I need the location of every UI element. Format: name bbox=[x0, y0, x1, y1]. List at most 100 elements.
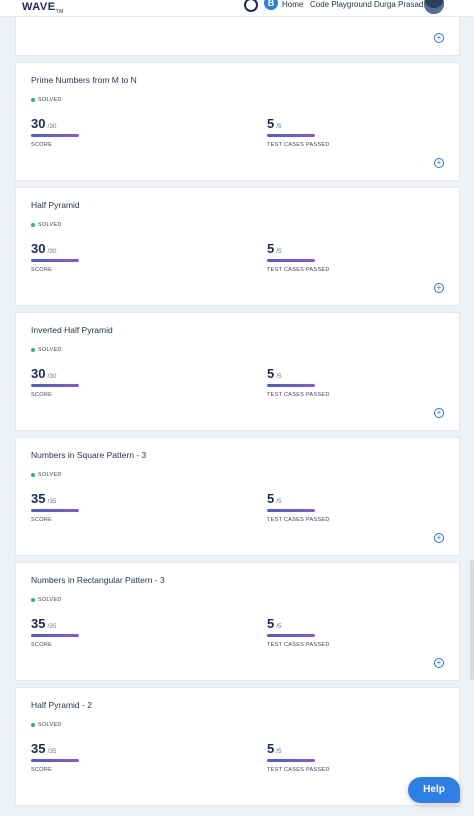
test-cases-value: 5 bbox=[267, 616, 275, 631]
score-progress-bar bbox=[31, 259, 79, 262]
test-cases-value: 5 bbox=[267, 491, 275, 506]
score-progress-bar bbox=[31, 634, 79, 637]
score-metric: 35/35 SCORE bbox=[31, 740, 79, 773]
score-label: SCORE bbox=[31, 767, 53, 773]
score-progress-bar bbox=[31, 759, 79, 762]
score-max: /30 bbox=[47, 123, 57, 130]
test-cases-label: TEST CASES PASSED bbox=[267, 392, 330, 398]
moon-icon[interactable] bbox=[244, 0, 258, 12]
top-navbar: WAVETM B Home Code Playground Durga Pras… bbox=[0, 0, 474, 17]
test-cases-max: /5 bbox=[276, 248, 282, 255]
test-cases-label: TEST CASES PASSED bbox=[267, 642, 330, 648]
expand-icon[interactable]: + bbox=[434, 283, 444, 293]
test-cases-metric: 5/5 TEST CASES PASSED bbox=[267, 740, 330, 773]
test-cases-max: /5 bbox=[276, 123, 282, 130]
score-label: SCORE bbox=[31, 392, 53, 398]
test-cases-metric: 5/5 TEST CASES PASSED bbox=[267, 240, 330, 273]
score-value: 30 bbox=[31, 366, 46, 381]
score-max: /30 bbox=[47, 248, 57, 255]
test-cases-label: TEST CASES PASSED bbox=[267, 142, 330, 148]
help-button[interactable]: Help bbox=[408, 777, 460, 803]
status-badge: SOLVED bbox=[31, 597, 62, 603]
test-cases-metric: 5/5 TEST CASES PASSED bbox=[267, 115, 330, 148]
problem-title[interactable]: Half Pyramid - 2 bbox=[31, 700, 92, 710]
score-metric: 35/35 SCORE bbox=[31, 615, 79, 648]
score-value: 35 bbox=[31, 491, 46, 506]
score-value: 35 bbox=[31, 741, 46, 756]
test-cases-max: /5 bbox=[276, 498, 282, 505]
avatar[interactable] bbox=[424, 0, 444, 14]
score-value: 35 bbox=[31, 616, 46, 631]
problem-card[interactable]: Prime Numbers from M to N SOLVED 30/30 S… bbox=[15, 62, 460, 181]
score-label: SCORE bbox=[31, 267, 53, 273]
score-progress-bar bbox=[31, 384, 79, 387]
score-progress-bar bbox=[31, 509, 79, 512]
problem-card[interactable]: Half Pyramid SOLVED 30/30 SCORE 5/5 TEST… bbox=[15, 187, 460, 306]
problem-title[interactable]: Inverted Half Pyramid bbox=[31, 325, 113, 335]
test-cases-metric: 5/5 TEST CASES PASSED bbox=[267, 365, 330, 398]
problem-title[interactable]: Numbers in Rectangular Pattern - 3 bbox=[31, 575, 165, 585]
test-cases-label: TEST CASES PASSED bbox=[267, 517, 330, 523]
test-cases-value: 5 bbox=[267, 116, 275, 131]
score-max: /35 bbox=[47, 623, 57, 630]
solved-dot-icon bbox=[31, 347, 35, 352]
score-label: SCORE bbox=[31, 142, 53, 148]
nav-user-name[interactable]: Durga Prasad bbox=[374, 0, 424, 9]
score-progress-bar bbox=[31, 134, 79, 137]
nav-home-link[interactable]: Home bbox=[282, 0, 304, 9]
score-max: /35 bbox=[47, 748, 57, 755]
test-cases-progress-bar bbox=[267, 384, 315, 387]
test-cases-label: TEST CASES PASSED bbox=[267, 767, 330, 773]
score-metric: 35/35 SCORE bbox=[31, 490, 79, 523]
test-cases-max: /5 bbox=[276, 373, 282, 380]
score-max: /35 bbox=[47, 498, 57, 505]
test-cases-progress-bar bbox=[267, 759, 315, 762]
expand-icon[interactable]: + bbox=[434, 408, 444, 418]
status-badge: SOLVED bbox=[31, 222, 62, 228]
problem-title[interactable]: Numbers in Square Pattern - 3 bbox=[31, 450, 147, 460]
expand-icon[interactable]: + bbox=[434, 658, 444, 668]
solved-dot-icon bbox=[31, 597, 35, 602]
problem-card[interactable]: Numbers in Rectangular Pattern - 3 SOLVE… bbox=[15, 562, 460, 681]
score-max: /30 bbox=[47, 373, 57, 380]
status-badge: SOLVED bbox=[31, 472, 62, 478]
solved-dot-icon bbox=[31, 222, 35, 227]
nav-code-playground-link[interactable]: Code Playground bbox=[310, 0, 372, 9]
score-metric: 30/30 SCORE bbox=[31, 365, 79, 398]
problem-card[interactable]: Inverted Half Pyramid SOLVED 30/30 SCORE… bbox=[15, 312, 460, 431]
problem-card[interactable]: Numbers in Square Pattern - 3 SOLVED 35/… bbox=[15, 437, 460, 556]
status-badge: SOLVED bbox=[31, 722, 62, 728]
problem-title[interactable]: Prime Numbers from M to N bbox=[31, 75, 137, 85]
test-cases-metric: 5/5 TEST CASES PASSED bbox=[267, 615, 330, 648]
scrollbar[interactable] bbox=[470, 560, 474, 680]
expand-icon[interactable]: + bbox=[434, 33, 444, 43]
test-cases-label: TEST CASES PASSED bbox=[267, 267, 330, 273]
score-value: 30 bbox=[31, 241, 46, 256]
test-cases-progress-bar bbox=[267, 509, 315, 512]
test-cases-max: /5 bbox=[276, 623, 282, 630]
problem-title[interactable]: Half Pyramid bbox=[31, 200, 80, 210]
score-label: SCORE bbox=[31, 642, 53, 648]
test-cases-progress-bar bbox=[267, 259, 315, 262]
test-cases-progress-bar bbox=[267, 134, 315, 137]
expand-icon[interactable]: + bbox=[434, 533, 444, 543]
status-badge: SOLVED bbox=[31, 97, 62, 103]
test-cases-value: 5 bbox=[267, 366, 275, 381]
expand-icon[interactable]: + bbox=[434, 158, 444, 168]
score-metric: 30/30 SCORE bbox=[31, 240, 79, 273]
score-label: SCORE bbox=[31, 517, 53, 523]
problem-card[interactable]: Half Pyramid - 2 SOLVED 35/35 SCORE 5/5 … bbox=[15, 687, 460, 806]
test-cases-value: 5 bbox=[267, 241, 275, 256]
score-value: 30 bbox=[31, 116, 46, 131]
score-metric: 30/30 SCORE bbox=[31, 115, 79, 148]
test-cases-progress-bar bbox=[267, 634, 315, 637]
test-cases-value: 5 bbox=[267, 741, 275, 756]
test-cases-max: /5 bbox=[276, 748, 282, 755]
solved-dot-icon bbox=[31, 722, 35, 727]
test-cases-metric: 5/5 TEST CASES PASSED bbox=[267, 490, 330, 523]
solved-dot-icon bbox=[31, 472, 35, 477]
bookmark-icon[interactable]: B bbox=[264, 0, 278, 10]
status-badge: SOLVED bbox=[31, 347, 62, 353]
wave-logo[interactable]: WAVETM bbox=[22, 1, 64, 16]
solved-dot-icon bbox=[31, 97, 35, 102]
